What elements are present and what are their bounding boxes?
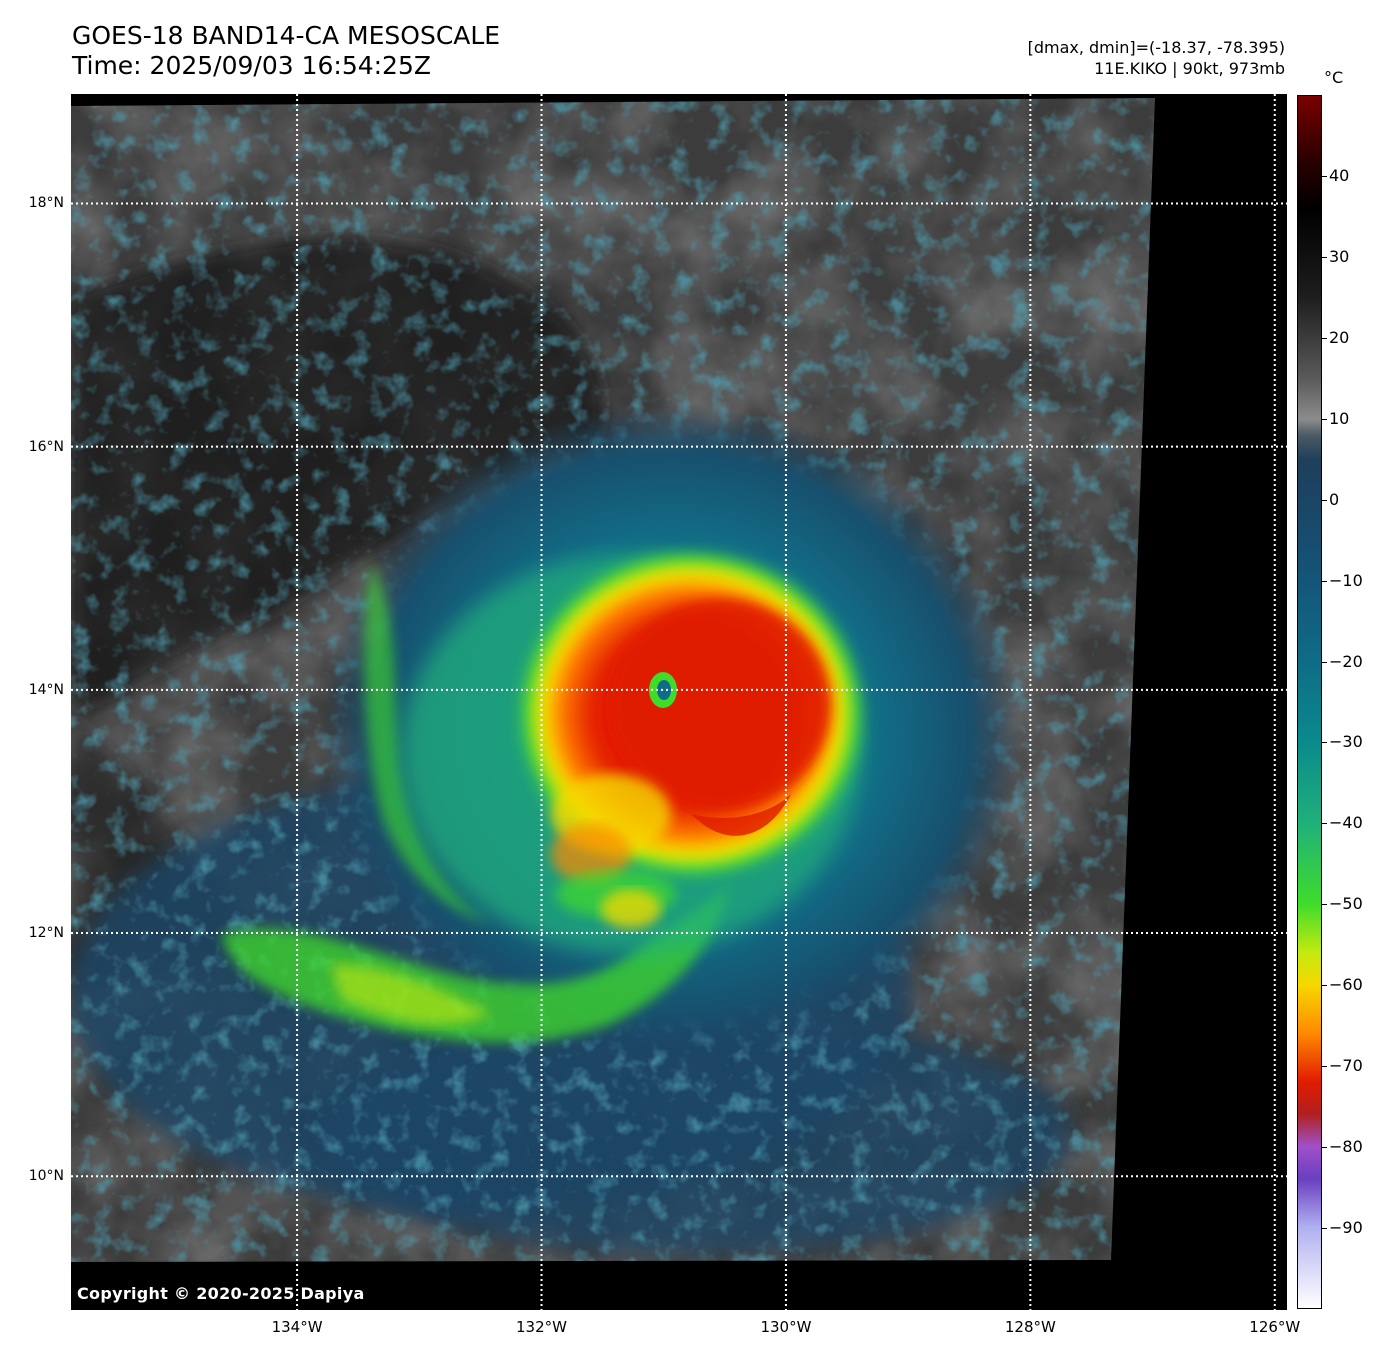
colorbar-tick-label: −30 xyxy=(1329,732,1363,752)
data-range-label: [dmax, dmin]=(-18.37, -78.395) xyxy=(1027,38,1285,57)
colorbar-tick-label: −80 xyxy=(1329,1137,1363,1157)
lon-label: 128°W xyxy=(1004,1318,1056,1336)
colorbar-tick-label: 20 xyxy=(1329,327,1350,347)
lon-label: 126°W xyxy=(1249,1318,1301,1336)
lat-label: 10°N xyxy=(28,1168,64,1185)
lat-label: 18°N xyxy=(28,195,64,212)
colorbar-tick-mark xyxy=(1322,1147,1327,1149)
lat-label: 12°N xyxy=(28,925,64,942)
colorbar-tick-label: −50 xyxy=(1329,894,1363,914)
colorbar-tick-mark xyxy=(1322,499,1327,501)
colorbar-unit: °C xyxy=(1324,68,1344,87)
colorbar-tick-label: −40 xyxy=(1329,813,1363,833)
colorbar-tick-mark xyxy=(1322,823,1327,825)
colorbar-tick-mark xyxy=(1322,175,1327,177)
figure-title: GOES-18 BAND14-CA MESOSCALE xyxy=(72,21,501,50)
colorbar-tick-label: −20 xyxy=(1329,651,1363,671)
colorbar-tick-mark xyxy=(1322,256,1327,258)
colorbar-tick-mark xyxy=(1322,985,1327,987)
colorbar-tick-label: −10 xyxy=(1329,570,1363,590)
lon-label: 130°W xyxy=(760,1318,812,1336)
colorbar-tick-mark xyxy=(1322,580,1327,582)
colorbar-tick-mark xyxy=(1322,742,1327,744)
lat-label: 14°N xyxy=(28,681,64,698)
colorbar-tick-label: −90 xyxy=(1329,1218,1363,1238)
lat-label: 16°N xyxy=(28,438,64,455)
colorbar-tick-label: 0 xyxy=(1329,489,1340,509)
lon-label: 134°W xyxy=(271,1318,323,1336)
colorbar-tick-mark xyxy=(1322,337,1327,339)
colorbar xyxy=(1297,95,1322,1309)
colorbar-tick-label: 40 xyxy=(1329,165,1350,185)
colorbar-tick-mark xyxy=(1322,418,1327,420)
colorbar-tick-label: 30 xyxy=(1329,246,1350,266)
colorbar-tick-label: −60 xyxy=(1329,975,1363,995)
copyright-text: Copyright © 2020-2025 Dapiya xyxy=(77,1284,365,1303)
colorbar-tick-mark xyxy=(1322,1066,1327,1068)
figure-timestamp: Time: 2025/09/03 16:54:25Z xyxy=(72,51,431,80)
colorbar-tick-label: 10 xyxy=(1329,408,1350,428)
colorbar-tick-mark xyxy=(1322,661,1327,663)
storm-info-label: 11E.KIKO | 90kt, 973mb xyxy=(1094,59,1285,78)
colorbar-tick-mark xyxy=(1322,1228,1327,1230)
colorbar-tick-mark xyxy=(1322,904,1327,906)
imagery-swath xyxy=(71,98,1155,1262)
lon-label: 132°W xyxy=(516,1318,567,1336)
colorbar-tick-label: −70 xyxy=(1329,1056,1363,1076)
satellite-map[interactable] xyxy=(71,94,1287,1310)
